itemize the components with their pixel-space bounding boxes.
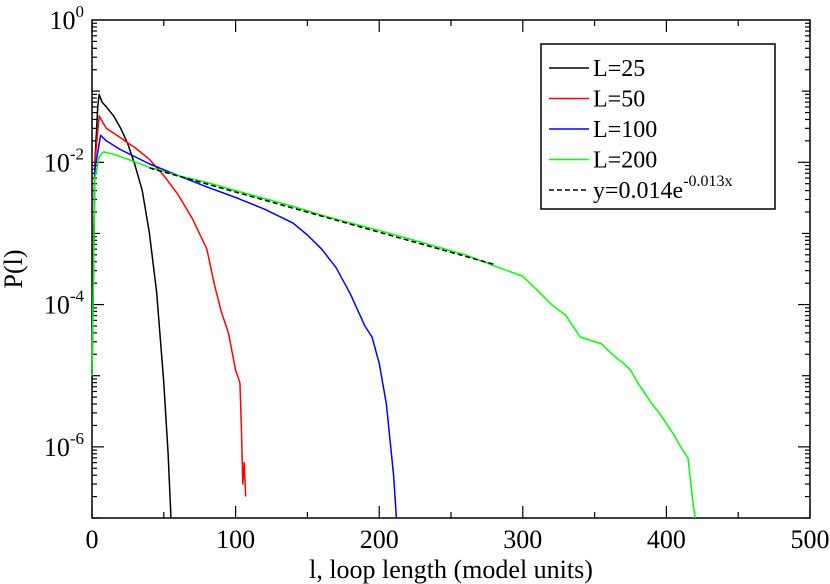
y-tick-label-base: 10 bbox=[44, 148, 70, 177]
x-tick-label: 500 bbox=[791, 525, 830, 554]
y-tick-label-base: 10 bbox=[50, 6, 76, 35]
x-tick-label: 200 bbox=[360, 525, 399, 554]
y-tick-label: 10-2 bbox=[44, 144, 84, 177]
legend-label: L=200 bbox=[593, 148, 657, 174]
y-tick-label: 10-4 bbox=[44, 287, 85, 320]
legend-box bbox=[540, 43, 776, 210]
y-tick-label-exponent: -6 bbox=[70, 429, 84, 448]
legend-label-base: y=0.014e bbox=[593, 178, 683, 204]
series-layer bbox=[91, 93, 696, 519]
series-line-fit bbox=[149, 167, 495, 266]
y-tick-label-exponent: 0 bbox=[76, 2, 85, 21]
x-tick-label: 100 bbox=[216, 525, 255, 554]
series-line-l-100 bbox=[91, 134, 398, 519]
series-line-l-50 bbox=[91, 115, 247, 497]
legend-label-exponent: -0.013x bbox=[683, 173, 732, 190]
legend-label: L=100 bbox=[593, 117, 657, 143]
legend-label: L=25 bbox=[593, 56, 645, 82]
x-tick-label: 300 bbox=[503, 525, 542, 554]
legend-label: y=0.014e-0.013x bbox=[593, 173, 733, 204]
x-tick-label: 400 bbox=[647, 525, 686, 554]
y-tick-label-base: 10 bbox=[44, 433, 70, 462]
y-tick-label-exponent: -2 bbox=[70, 144, 84, 163]
x-tick-label: 0 bbox=[86, 525, 99, 554]
series-line-l-25 bbox=[91, 93, 172, 519]
legend-label: L=50 bbox=[593, 87, 645, 113]
y-tick-label-exponent: -4 bbox=[70, 287, 85, 306]
y-axis-label: P(l) bbox=[0, 250, 28, 289]
y-tick-label: 10-6 bbox=[44, 429, 84, 462]
y-tick-label-base: 10 bbox=[44, 291, 70, 320]
y-tick-label: 100 bbox=[50, 2, 85, 35]
x-axis-label: l, loop length (model units) bbox=[309, 555, 593, 584]
